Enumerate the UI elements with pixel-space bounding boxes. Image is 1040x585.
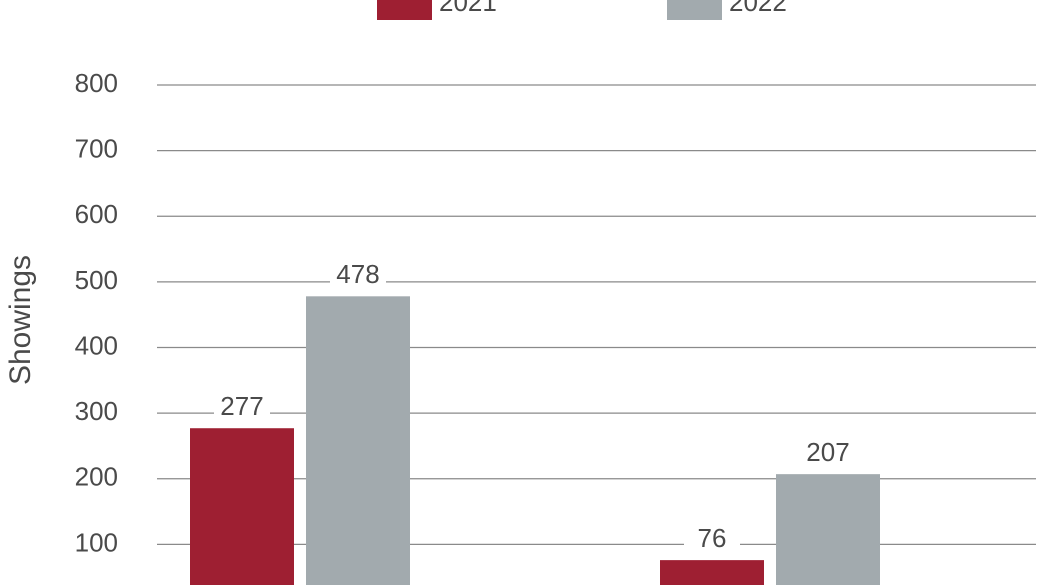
value-label-bg	[214, 392, 270, 423]
y-tick-label: 100	[75, 527, 118, 557]
value-label-bg	[684, 524, 740, 555]
value-label: 277	[220, 391, 263, 421]
value-label: 76	[698, 523, 727, 553]
bar	[660, 560, 764, 585]
legend-label: 2021	[439, 0, 497, 17]
y-tick-label: 400	[75, 330, 118, 360]
y-axis-label: Showings	[4, 255, 37, 385]
legend-label: 2022	[729, 0, 787, 17]
y-tick-label: 200	[75, 462, 118, 492]
y-tick-label: 800	[75, 68, 118, 98]
value-label-bg	[330, 260, 386, 291]
bar	[190, 428, 294, 585]
y-tick-label: 300	[75, 396, 118, 426]
y-tick-label: 500	[75, 265, 118, 295]
legend-swatch	[377, 0, 432, 20]
value-label: 207	[806, 437, 849, 467]
legend-swatch	[667, 0, 722, 20]
value-label: 478	[336, 259, 379, 289]
value-label-bg	[800, 438, 856, 469]
bar	[776, 474, 880, 585]
bar	[306, 296, 410, 585]
y-tick-label: 700	[75, 134, 118, 164]
y-tick-label: 600	[75, 199, 118, 229]
